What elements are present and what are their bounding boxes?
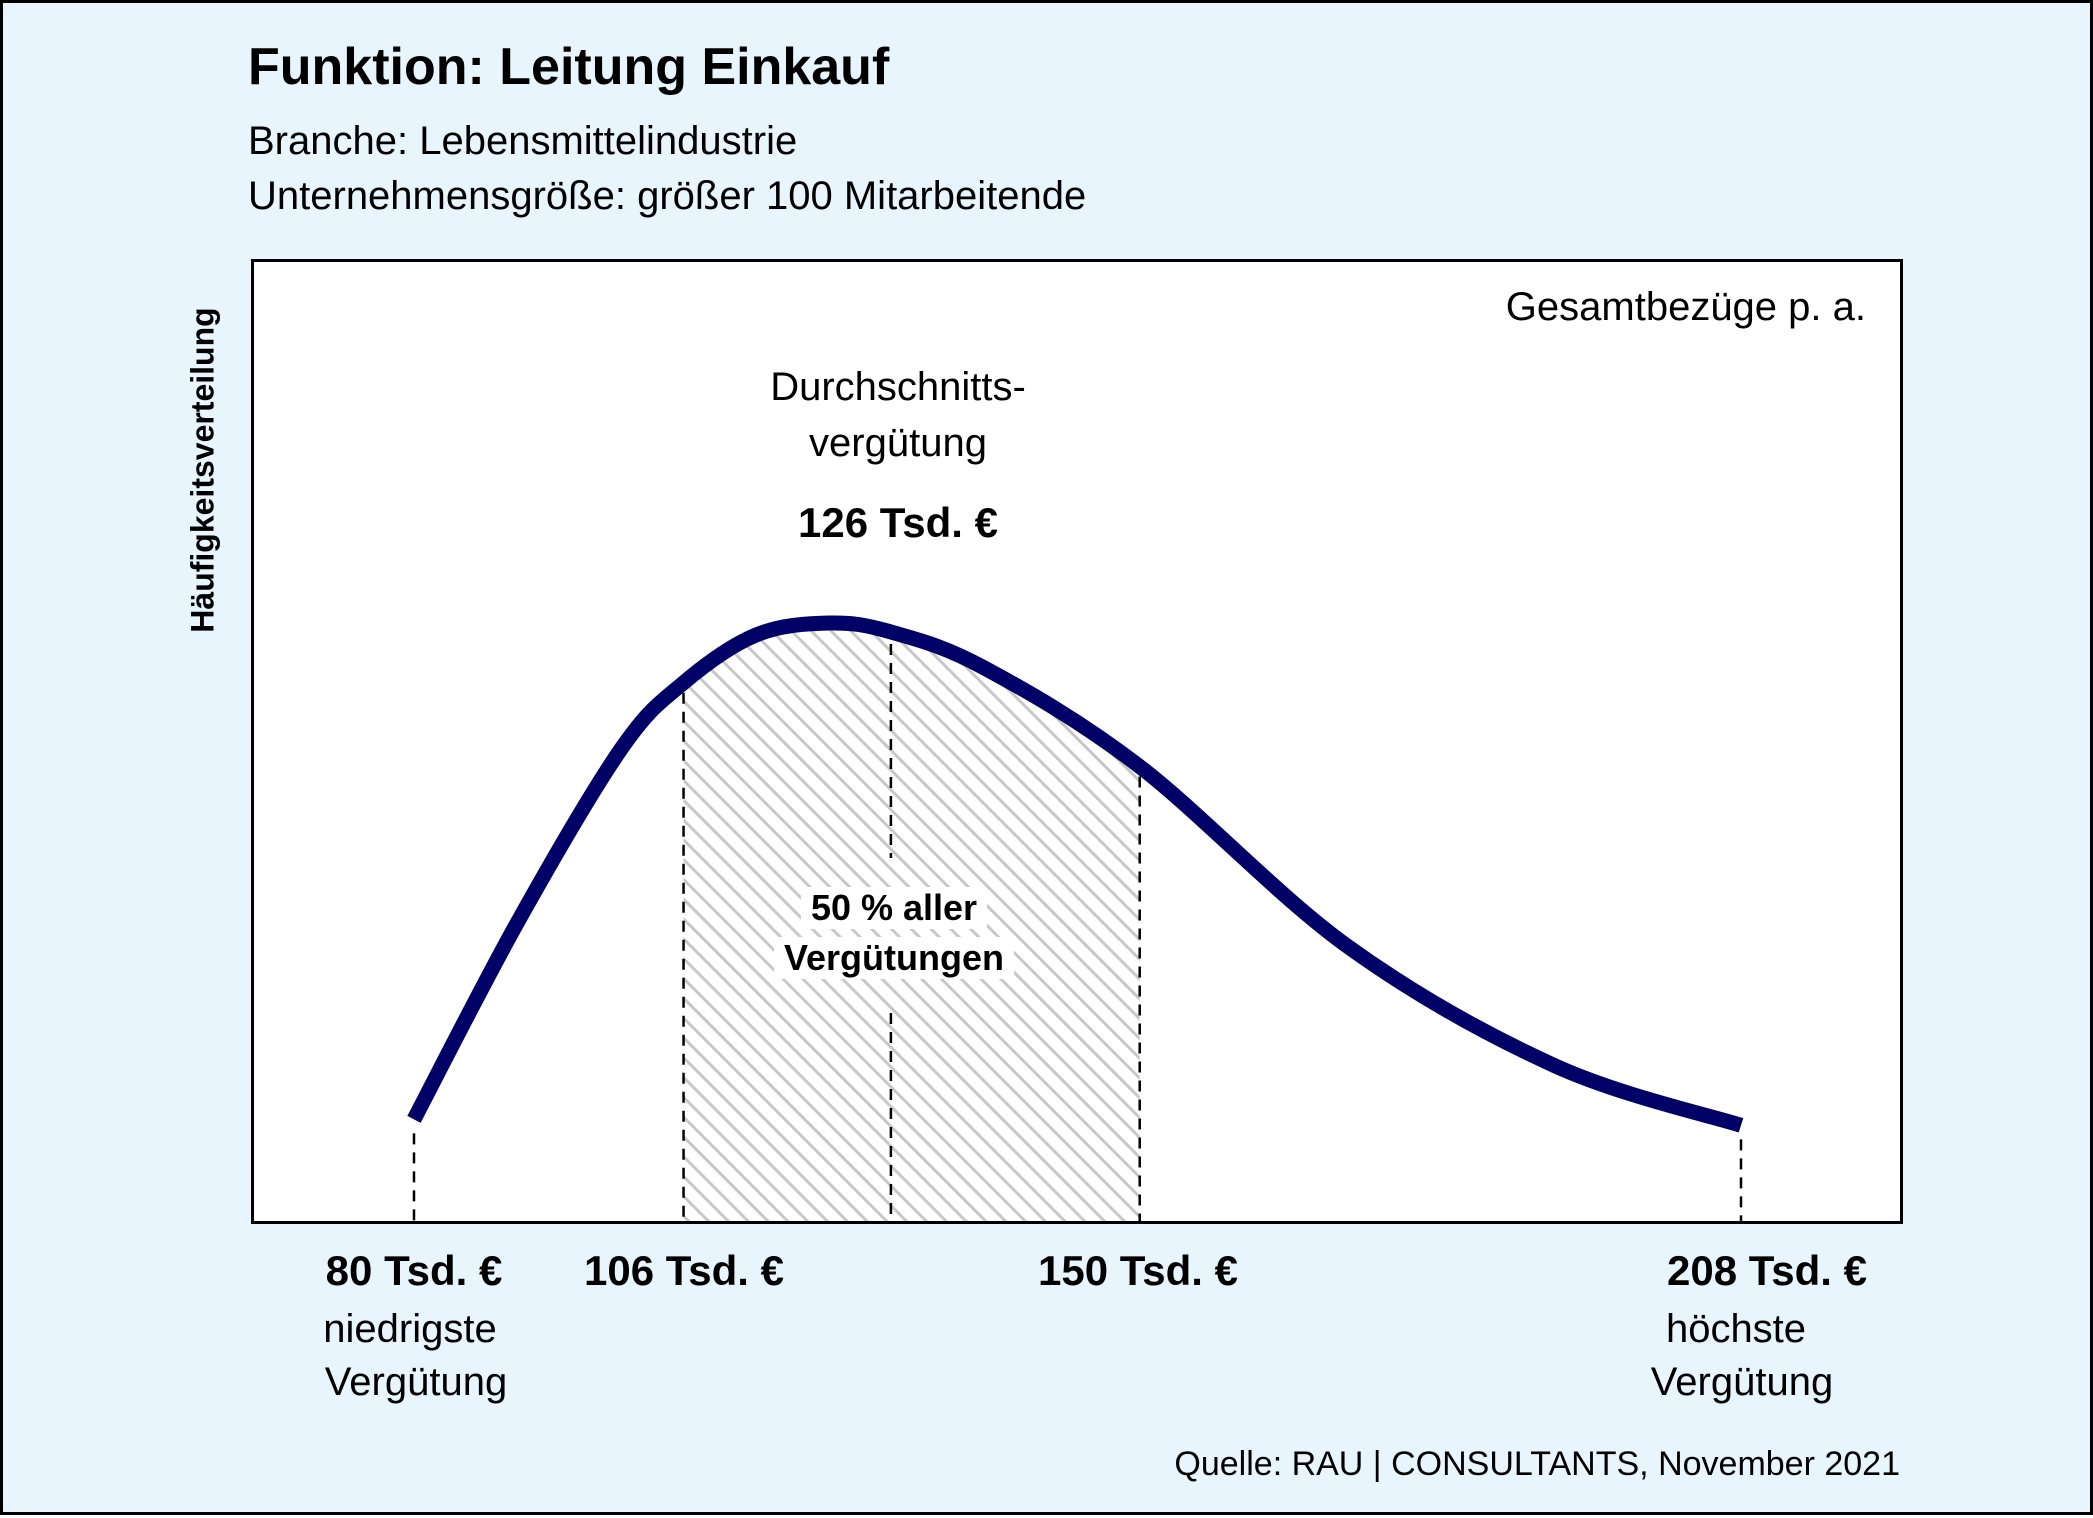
chart-subtitle-industry: Branche: Lebensmittelindustrie: [248, 119, 798, 163]
chart-title: Funktion: Leitung Einkauf: [248, 38, 890, 96]
shaded-label-line1: 50 % aller: [800, 887, 988, 929]
min-caption-line1: niedrigste: [323, 1307, 497, 1351]
max-caption-line2: Vergütung: [1650, 1360, 1834, 1404]
shaded-label-line2: Vergütungen: [773, 937, 1015, 979]
min-value-label: 80 Tsd. €: [325, 1247, 503, 1294]
chart-subtitle-company-size: Unternehmensgröße: größer 100 Mitarbeite…: [248, 174, 1087, 218]
q1-value-label: 106 Tsd. €: [584, 1247, 784, 1294]
q3-value-label: 150 Tsd. €: [1038, 1247, 1238, 1294]
min-caption-line2: Vergütung: [324, 1360, 508, 1404]
plot-label: Gesamtbezüge p. a.: [1505, 285, 1866, 329]
mean-value-label: 126 Tsd. €: [798, 499, 998, 546]
distribution-curve: [407, 615, 1744, 1133]
source-note: Quelle: RAU | CONSULTANTS, November 2021: [1174, 1445, 1900, 1483]
max-value-label: 208 Tsd. €: [1667, 1247, 1867, 1294]
mean-caption-line1: Durchschnitts-: [770, 365, 1026, 409]
mean-caption-line2: vergütung: [809, 421, 987, 465]
max-caption-line1: höchste: [1665, 1307, 1807, 1351]
